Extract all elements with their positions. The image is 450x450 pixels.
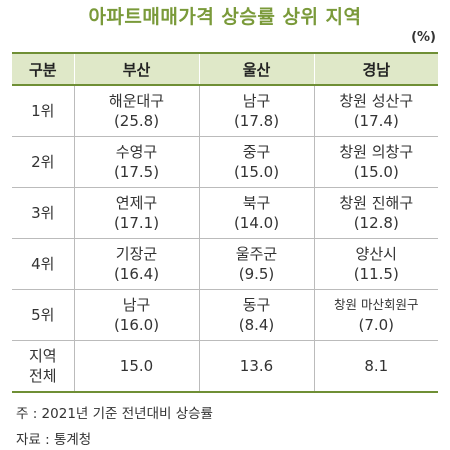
unit-label: (%) — [411, 30, 436, 45]
header-cell: 구분 — [12, 52, 74, 86]
table-cell: 울주군 (9.5) — [198, 238, 314, 290]
region-name: 수영구 — [115, 143, 158, 161]
region-name: 남구 — [122, 296, 151, 314]
rate-text: (16.4) — [113, 265, 160, 283]
table-cell: 양산시 (11.5) — [313, 238, 438, 290]
table-cell: 남구 (17.8) — [198, 85, 314, 137]
header-text: 경남 — [362, 60, 391, 79]
header-cell: 경남 — [313, 52, 438, 86]
table-cell: 기장군 (16.4) — [73, 238, 199, 290]
table-cell: 창원 마산회원구 (7.0) — [313, 289, 438, 341]
rate-text: (8.4) — [238, 316, 275, 334]
region-name: 창원 진해구 — [339, 194, 414, 212]
row-label: 2위 — [12, 136, 74, 188]
header-cell: 부산 — [73, 52, 199, 86]
row-label: 4위 — [12, 238, 74, 290]
region-name: 울주군 — [235, 245, 278, 263]
rate-text: (17.5) — [113, 163, 160, 181]
table-cell: 수영구 (17.5) — [73, 136, 199, 188]
region-name: 양산시 — [355, 245, 397, 263]
row-label-text: 전체 — [28, 367, 57, 385]
table-row: 3위 연제구 (17.1) 북구 (14.0) 창원 진해구 (12.8) — [12, 187, 438, 239]
region-name: 창원 의창구 — [339, 143, 414, 161]
title: 아파트매매가격 상승률 상위 지역 — [88, 6, 362, 28]
rate-text: (17.8) — [233, 112, 280, 130]
row-label-text: 3위 — [31, 204, 55, 222]
row-label-text: 지역 — [28, 347, 57, 365]
region-name: 연제구 — [115, 194, 158, 212]
table-row: 5위 남구 (16.0) 동구 (8.4) 창원 마산회원구 (7.0) — [12, 289, 438, 341]
rate-text: (15.0) — [233, 163, 280, 181]
header-row: 구분 부산 울산 경남 — [12, 52, 438, 86]
rate-text: (12.8) — [353, 214, 399, 232]
table-cell: 동구 (8.4) — [198, 289, 314, 341]
region-name: 중구 — [242, 143, 271, 161]
table-cell: 남구 (16.0) — [73, 289, 199, 341]
row-label-text: 1위 — [31, 102, 55, 120]
rate-text: 13.6 — [239, 357, 274, 375]
table-cell: 중구 (15.0) — [198, 136, 314, 188]
header-text: 구분 — [28, 60, 57, 79]
rate-text: (17.1) — [113, 214, 160, 232]
row-label-text: 5위 — [31, 306, 55, 324]
region-name: 창원 성산구 — [339, 92, 414, 110]
rate-text: (11.5) — [353, 265, 399, 283]
row-label: 3위 — [12, 187, 74, 239]
table-cell: 북구 (14.0) — [198, 187, 314, 239]
row-label: 1위 — [12, 85, 74, 137]
header-text: 울산 — [242, 60, 271, 79]
rate-text: (25.8) — [113, 112, 160, 130]
rate-text: 8.1 — [364, 357, 389, 375]
header-cell: 울산 — [198, 52, 314, 86]
table-cell: 8.1 — [313, 340, 438, 393]
table-row: 1위 해운대구 (25.8) 남구 (17.8) 창원 성산구 (17.4) — [12, 85, 438, 137]
table-cell: 연제구 (17.1) — [73, 187, 199, 239]
rate-text: 15.0 — [119, 357, 154, 375]
table-cell: 창원 진해구 (12.8) — [313, 187, 438, 239]
table-cell: 창원 성산구 (17.4) — [313, 85, 438, 137]
rate-text: (16.0) — [113, 316, 160, 334]
region-name: 동구 — [242, 296, 271, 314]
row-label-text: 4위 — [31, 255, 55, 273]
source: 자료 : 통계청 — [16, 432, 92, 448]
table-row: 2위 수영구 (17.5) 중구 (15.0) 창원 의창구 (15.0) — [12, 136, 438, 188]
region-name: 해운대구 — [108, 92, 165, 110]
table: 구분 부산 울산 경남 1위 해운대구 (25.8) 남구 (17.8) 창원 성산구 (17.4… — [12, 52, 438, 393]
table-cell: 해운대구 (25.8) — [73, 85, 199, 137]
region-name: 기장군 — [115, 245, 158, 263]
table-cell: 13.6 — [198, 340, 314, 393]
rate-text: (7.0) — [358, 316, 395, 334]
rate-text: (15.0) — [353, 163, 399, 181]
note: 주 : 2021년 기준 전년대비 상승률 — [16, 406, 213, 422]
table-cell: 15.0 — [73, 340, 199, 393]
rate-text: (9.5) — [238, 265, 275, 283]
header-text: 부산 — [122, 60, 151, 79]
row-label: 5위 — [12, 289, 74, 341]
region-name: 북구 — [242, 194, 271, 212]
table-cell: 창원 의창구 (15.0) — [313, 136, 438, 188]
table-row: 4위 기장군 (16.4) 울주군 (9.5) 양산시 (11.5) — [12, 238, 438, 290]
row-label-text: 2위 — [31, 153, 55, 171]
rate-text: (14.0) — [233, 214, 280, 232]
region-name: 남구 — [242, 92, 271, 110]
rate-text: (17.4) — [353, 112, 399, 130]
region-name: 창원 마산회원구 — [334, 297, 419, 312]
table-body: 1위 해운대구 (25.8) 남구 (17.8) 창원 성산구 (17.4) 2위 수영구 (17… — [12, 85, 438, 393]
